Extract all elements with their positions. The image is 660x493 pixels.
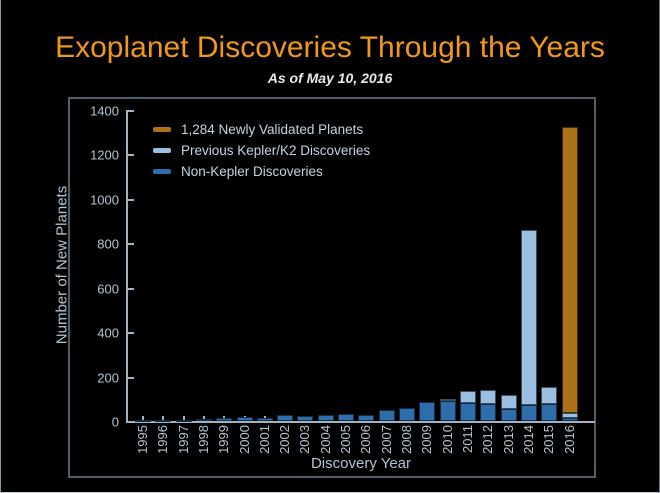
bar-2004-non-kepler — [317, 415, 334, 421]
y-tick — [128, 110, 134, 112]
y-tick — [128, 287, 134, 290]
bar-2008-non-kepler — [399, 407, 416, 421]
chart-subtitle: As of May 10, 2016 — [267, 70, 393, 86]
bar-2012-kepler-k2 — [480, 389, 497, 405]
y-tick — [128, 421, 134, 423]
x-tick-label: 2004 — [317, 425, 333, 454]
y-tick-label: 0 — [111, 414, 119, 430]
bar-2002-non-kepler — [277, 414, 294, 421]
y-tick-label: 1200 — [90, 147, 119, 163]
y-tick-label: 600 — [97, 281, 119, 297]
y-tick — [128, 243, 134, 246]
x-tick-label: 1998 — [195, 425, 211, 454]
bar-1996-non-kepler — [155, 419, 172, 422]
chart-title: Exoplanet Discoveries Through the Years — [55, 31, 605, 64]
legend-label: 1,284 Newly Validated Planets — [181, 122, 364, 137]
y-axis-title: Number of New Planets — [53, 185, 71, 345]
bar-2010-non-kepler — [439, 400, 456, 421]
y-tick — [128, 198, 134, 201]
legend-item-kepler-k2: Previous Kepler/K2 Discoveries — [153, 140, 370, 161]
bar-1999-non-kepler — [216, 418, 233, 421]
x-tick-label: 1996 — [155, 425, 171, 454]
x-tick-label: 1997 — [175, 425, 191, 454]
y-tick-label: 1000 — [90, 192, 119, 208]
light-blue-swatch-icon — [153, 148, 171, 153]
legend-item-non-kepler: Non-Kepler Discoveries — [153, 161, 370, 182]
x-tick-label: 2005 — [338, 425, 354, 454]
x-tick-label: 2003 — [297, 425, 313, 454]
orange-swatch-icon — [153, 127, 171, 132]
x-tick-label: 1999 — [216, 425, 232, 454]
x-tick-label: 2008 — [399, 425, 415, 454]
bar-2016-kepler-k2 — [561, 412, 578, 419]
x-tick-label: 2007 — [378, 425, 394, 454]
y-tick-label: 200 — [97, 370, 119, 386]
bar-2001-non-kepler — [256, 418, 273, 421]
dark-blue-swatch-icon — [153, 169, 171, 174]
bar-2016-newly-validated — [561, 127, 578, 413]
bar-2010-kepler-k2 — [439, 398, 456, 401]
x-tick — [182, 416, 185, 421]
x-tick-label: 2006 — [358, 425, 374, 454]
bar-2007-non-kepler — [378, 410, 395, 421]
y-tick-label: 400 — [97, 325, 119, 341]
y-tick-label: 800 — [97, 236, 119, 252]
bar-2005-non-kepler — [338, 413, 355, 421]
x-tick-label: 2014 — [520, 425, 536, 454]
bar-2000-non-kepler — [236, 417, 253, 421]
bar-2015-kepler-k2 — [541, 386, 558, 404]
y-tick — [128, 376, 134, 379]
x-tick-label: 2000 — [236, 425, 252, 454]
bar-2015-non-kepler — [541, 403, 558, 421]
bar-2011-kepler-k2 — [459, 391, 476, 404]
bar-2012-non-kepler — [480, 404, 497, 421]
legend-item-newly-validated: 1,284 Newly Validated Planets — [153, 119, 370, 140]
y-tick — [128, 154, 134, 157]
x-tick-label: 2011 — [459, 425, 475, 453]
bar-2009-non-kepler — [419, 402, 436, 421]
x-tick-label: 2001 — [256, 425, 272, 454]
x-tick-label: 2016 — [561, 425, 577, 454]
bar-1997-non-kepler — [175, 420, 192, 422]
bar-2003-non-kepler — [297, 415, 314, 421]
x-tick-label: 2009 — [419, 425, 435, 454]
legend: 1,284 Newly Validated Planets Previous K… — [153, 119, 370, 182]
bar-2013-non-kepler — [500, 408, 517, 421]
x-tick — [162, 416, 165, 421]
x-tick — [202, 416, 205, 421]
bar-2013-kepler-k2 — [500, 394, 517, 409]
x-tick-label: 2002 — [277, 425, 293, 454]
bar-2014-kepler-k2 — [520, 229, 537, 406]
x-tick-label: 2015 — [541, 425, 557, 454]
bar-2006-non-kepler — [358, 414, 375, 421]
legend-label: Previous Kepler/K2 Discoveries — [181, 143, 371, 158]
y-tick-label: 1400 — [90, 103, 119, 119]
x-tick-label: 2010 — [439, 425, 455, 454]
x-axis-title: Discovery Year — [310, 455, 412, 472]
bar-2011-non-kepler — [459, 403, 476, 421]
x-tick-label: 2013 — [500, 425, 516, 454]
y-axis-spine — [126, 110, 128, 423]
x-tick-label: 1995 — [135, 425, 150, 454]
bar-1998-non-kepler — [195, 419, 212, 422]
legend-label: Non-Kepler Discoveries — [181, 164, 323, 179]
bar-1995-non-kepler — [135, 420, 151, 422]
bar-2016-non-kepler — [561, 418, 578, 421]
x-tick — [142, 416, 144, 421]
bar-2014-non-kepler — [520, 405, 537, 421]
x-tick-label: 2012 — [480, 425, 496, 454]
x-axis-spine — [126, 421, 595, 423]
y-tick — [128, 332, 134, 335]
